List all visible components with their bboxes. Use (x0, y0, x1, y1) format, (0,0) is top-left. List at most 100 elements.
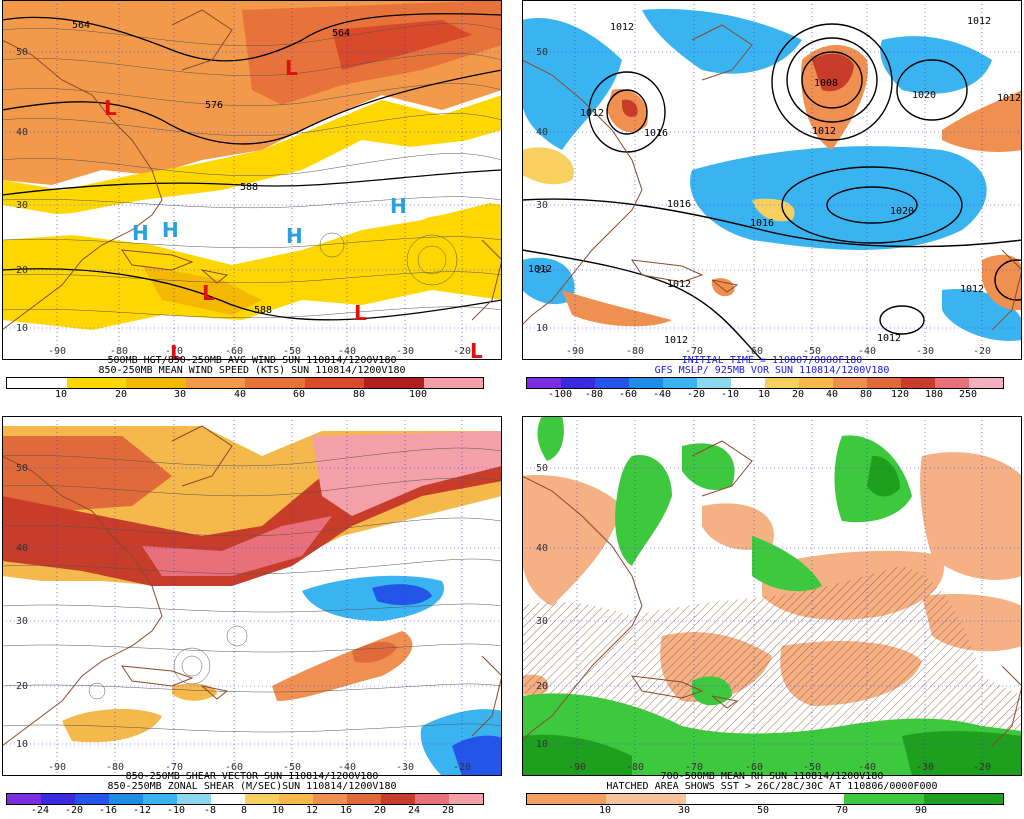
colorbar-label: 10 (598, 805, 612, 816)
lon-label: -90 (48, 346, 66, 357)
coastlines (2, 425, 502, 747)
lon-label: -70 (165, 762, 183, 773)
colorbar-label: -10 (720, 389, 740, 400)
lon-label: -70 (685, 346, 703, 357)
lon-label: -50 (803, 346, 821, 357)
colorbar-label: -24 (30, 805, 50, 816)
isobar-label: 1012 (960, 284, 984, 295)
lon-label: -50 (283, 346, 301, 357)
rh-very-moist (522, 455, 1022, 776)
colorbar-label: -8 (203, 805, 217, 816)
lat-labels: 50 40 30 20 10 (16, 47, 28, 334)
isobar-label: 1016 (644, 128, 668, 139)
colorbar-label: -40 (652, 389, 672, 400)
isobar-label: 1020 (890, 206, 914, 217)
colorbar-label: 80 (859, 389, 873, 400)
humidity-map: 50 40 30 20 10 -90 -80 -70 -60 -50 -40 -… (522, 416, 1022, 776)
coastlines (2, 9, 502, 331)
lat-labels: 50 40 30 20 10 (536, 463, 548, 750)
isobar-label: 1012 (997, 93, 1021, 104)
lat-label: 30 (16, 200, 28, 211)
yellow-band-south (2, 200, 502, 330)
lon-label: -90 (568, 762, 586, 773)
isobar-label: 1016 (750, 218, 774, 229)
isobar-label: 1012 (877, 333, 901, 344)
isobar-label: 1012 (664, 335, 688, 346)
high-symbols: H H H H (132, 194, 407, 248)
colorbar-label: 30 (677, 805, 691, 816)
lon-label: -30 (396, 762, 414, 773)
wind-speed-map: 50 40 30 20 10 -90 -80 -70 -60 -50 -40 -… (2, 0, 502, 360)
height-contours (2, 13, 502, 321)
shear-map: 50 40 30 20 10 -90 -80 -70 -60 -50 -40 -… (2, 416, 502, 776)
colorbar (6, 793, 484, 805)
shear-south-positive-2 (172, 683, 217, 701)
lon-label: -70 (165, 346, 183, 357)
colorbar-label: 60 (292, 389, 306, 400)
high-pressure-symbol: H (286, 224, 303, 248)
lon-label: -80 (106, 762, 124, 773)
contour-label: 564 (332, 28, 350, 39)
lat-label: 50 (536, 47, 548, 58)
colorbar-label: 180 (924, 389, 944, 400)
yellow-band-north (2, 95, 502, 215)
colorbar-label: 90 (914, 805, 928, 816)
colorbar-label: 10 (757, 389, 771, 400)
low-pressure-symbol: L (354, 301, 367, 325)
colorbar (6, 377, 484, 389)
lat-label: 30 (536, 616, 548, 627)
isobar-label: 1012 (967, 16, 991, 27)
colorbar-label: 40 (233, 389, 247, 400)
isobar-label: 1012 (667, 279, 691, 290)
lat-label: 10 (16, 323, 28, 334)
lon-label: -60 (745, 346, 763, 357)
caption-line-1: INITIAL TIME = 110807/0000F180 (681, 355, 863, 366)
coastlines (522, 24, 1022, 331)
colorbar-label: 40 (825, 389, 839, 400)
wind-speed-panel: 50 40 30 20 10 -90 -80 -70 -60 -50 -40 -… (2, 0, 502, 402)
lon-label: -90 (566, 346, 584, 357)
orange-band-south (142, 265, 262, 315)
lat-label: 10 (536, 323, 548, 334)
lat-label: 20 (536, 681, 548, 692)
lon-labels: -90 -80 -70 -60 -50 -40 -30 -20 (48, 762, 471, 773)
lat-lon-grid (2, 416, 502, 776)
lon-label: -30 (916, 762, 934, 773)
vorticity-negative (522, 9, 1022, 341)
caption-line-1: 850-250MB SHEAR VECTOR SUN 110814/1200V1… (125, 771, 379, 782)
lat-label: 20 (16, 265, 28, 276)
lon-label: -30 (396, 346, 414, 357)
lon-label: -80 (626, 762, 644, 773)
shear-vectors (2, 447, 502, 733)
shear-se-negative-core (452, 735, 502, 776)
contour-label: 576 (205, 100, 223, 111)
humidity-panel: 50 40 30 20 10 -90 -80 -70 -60 -50 -40 -… (522, 416, 1022, 818)
colorbar-label: 70 (835, 805, 849, 816)
coastlines (522, 440, 1022, 747)
lat-label: 50 (16, 463, 28, 474)
low-pressure-symbol: L (202, 281, 215, 305)
isobar-label: 1012 (812, 126, 836, 137)
lat-label: 40 (16, 127, 28, 138)
lon-label: -20 (453, 762, 471, 773)
lon-label: -60 (225, 346, 243, 357)
shear-negative-core (372, 584, 432, 606)
colorbar-label: 250 (958, 389, 978, 400)
low-symbols: L L L L L L (104, 56, 483, 360)
low-pressure-symbol: L (104, 96, 117, 120)
lat-label: 10 (16, 739, 28, 750)
lat-label: 10 (536, 739, 548, 750)
caption-line-1: 700-500MB MEAN RH SUN 110814/1200V180 (660, 771, 884, 782)
shear-panel: 50 40 30 20 10 -90 -80 -70 -60 -50 -40 -… (2, 416, 502, 818)
lon-label: -50 (803, 762, 821, 773)
lon-label: -80 (626, 346, 644, 357)
low-pressure-symbol: L (285, 56, 298, 80)
shear-orange-dark (2, 436, 172, 511)
vorticity-map: 50 40 30 20 10 -90 -80 -70 -60 -50 -40 -… (522, 0, 1022, 360)
colorbar-label: 30 (173, 389, 187, 400)
high-pressure-symbol: H (390, 194, 407, 218)
lat-label: 50 (536, 463, 548, 474)
white-gap (282, 140, 502, 240)
colorbar-label: 10 (271, 805, 285, 816)
shear-pink-jet (142, 516, 332, 576)
